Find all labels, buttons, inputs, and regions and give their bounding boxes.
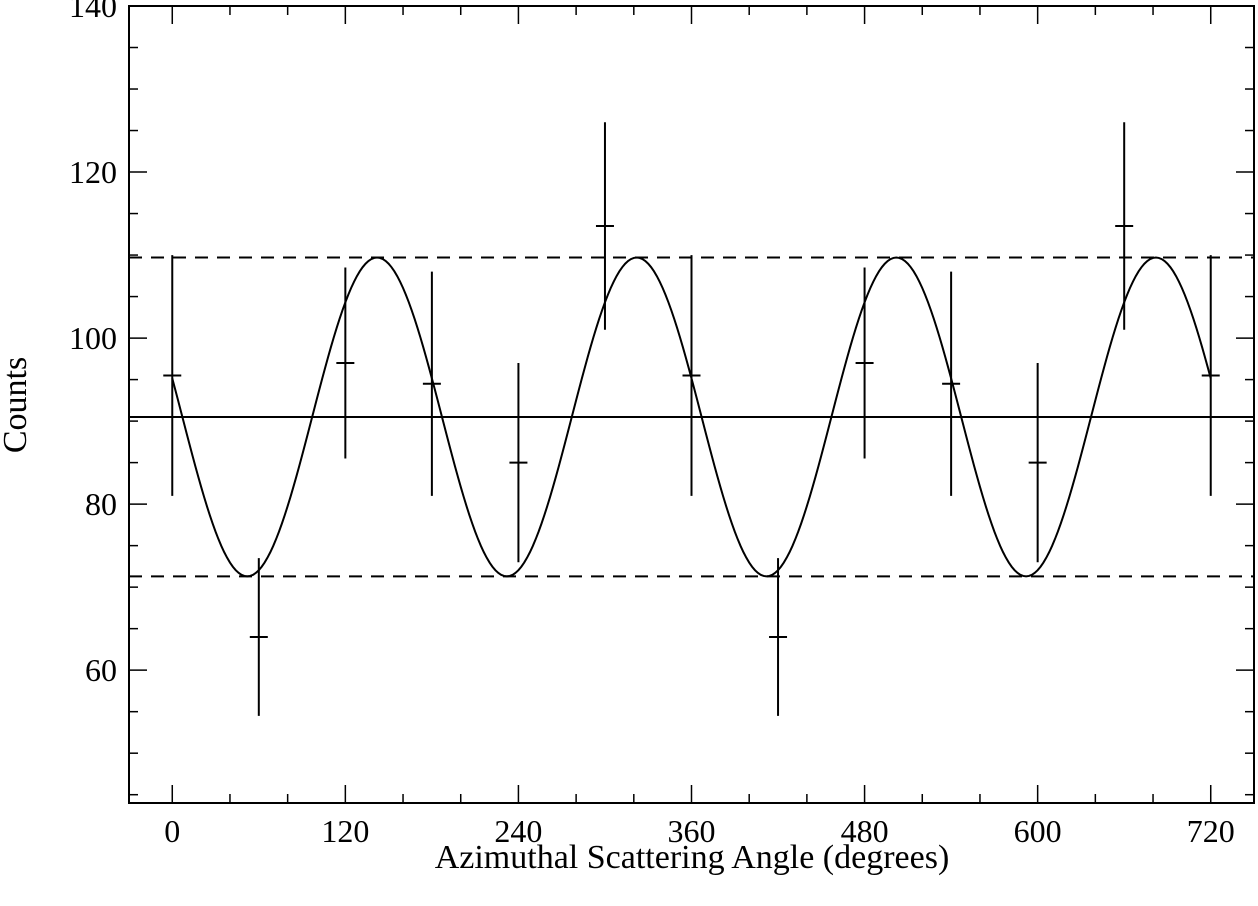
data-point	[509, 362, 528, 563]
y-axis-ticks: 60 80 100 120 140	[69, 0, 1254, 796]
x-tick-label: 360	[668, 813, 716, 849]
x-axis-label: Azimuthal Scattering Angle (degrees)	[435, 839, 950, 876]
y-tick-label: 100	[69, 320, 117, 356]
x-tick-label: 120	[321, 813, 369, 849]
x-tick-label: 0	[164, 813, 180, 849]
data-point	[1115, 122, 1134, 330]
y-tick-label: 80	[85, 486, 117, 522]
data-point	[769, 558, 788, 716]
y-tick-label: 60	[85, 652, 117, 688]
data-point	[855, 267, 874, 459]
data-point	[422, 271, 441, 496]
x-tick-label: 600	[1014, 813, 1062, 849]
data-point	[163, 255, 182, 496]
y-tick-label: 140	[69, 0, 117, 24]
x-tick-label: 720	[1187, 813, 1235, 849]
data-point	[942, 271, 961, 496]
data-point	[1028, 362, 1047, 563]
data-point	[1201, 255, 1220, 496]
data-point	[336, 267, 355, 459]
x-tick-label: 240	[494, 813, 542, 849]
y-axis-label: Counts	[0, 357, 34, 453]
x-axis-ticks: 0 120 240 360 480 600 720	[164, 6, 1235, 849]
data-points	[163, 122, 1220, 716]
x-tick-label: 480	[841, 813, 889, 849]
data-point	[249, 558, 268, 716]
y-tick-label: 120	[69, 154, 117, 190]
data-point	[682, 255, 701, 496]
data-point	[595, 122, 614, 330]
